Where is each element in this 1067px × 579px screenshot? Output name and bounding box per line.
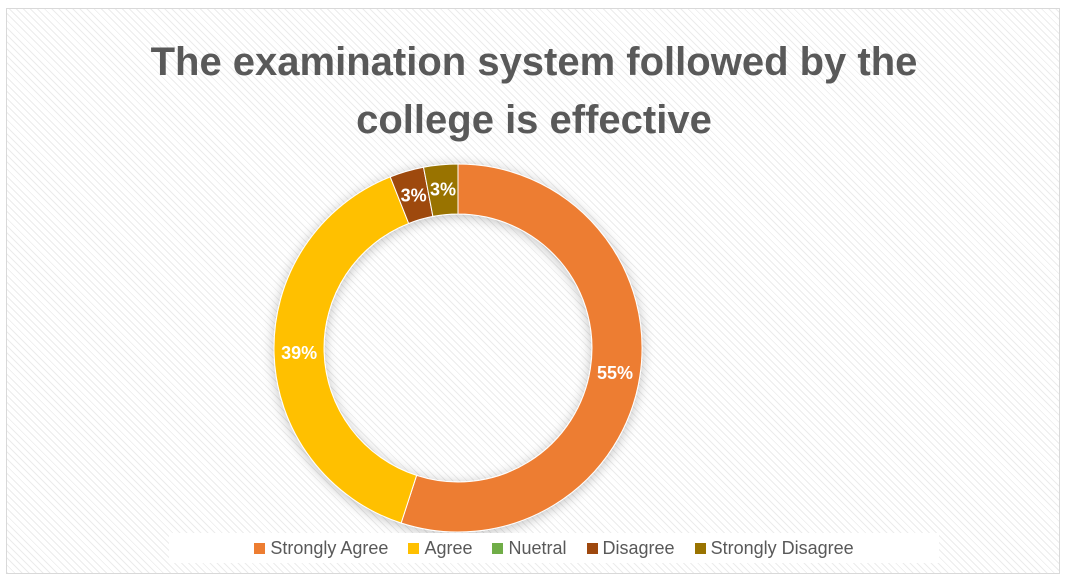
chart-title-line-2: college is effective [356,98,712,142]
chart-legend: Strongly Agree Agree Nuetral Disagree St… [169,533,939,563]
chart-title: The examination system followed by the c… [7,33,1061,149]
legend-swatch [586,542,598,554]
legend-item-disagree[interactable]: Disagree [586,537,675,559]
data-label-agree: 39% [281,343,317,363]
legend-item-nuetral[interactable]: Nuetral [492,537,567,559]
data-label-strongly-disagree: 3% [430,180,456,200]
legend-label: Disagree [602,537,675,558]
legend-item-strongly-agree[interactable]: Strongly Agree [254,538,388,559]
legend-label: Agree [424,537,473,558]
slice-agree[interactable] [273,176,418,524]
slice-strongly-agree[interactable] [400,163,643,533]
legend-swatch [492,542,504,554]
legend-item-agree[interactable]: Agree [408,538,472,559]
legend-item-strongly-disagree[interactable]: Strongly Disagree [694,537,854,559]
chart-title-line-1: The examination system followed by the [150,40,918,84]
legend-label: Strongly Disagree [710,537,854,558]
legend-swatch [694,542,706,554]
data-label-strongly-agree: 55% [597,363,633,383]
legend-swatch [408,542,420,554]
legend-label: Strongly Agree [270,537,389,558]
slice-strongly-disagree[interactable] [422,163,459,217]
data-label-disagree: 3% [401,185,427,205]
chart-area: The examination system followed by the c… [6,8,1060,574]
donut-chart: 55% 39% 3% 3% [273,163,643,533]
legend-swatch [254,542,266,554]
legend-label: Nuetral [508,537,567,558]
